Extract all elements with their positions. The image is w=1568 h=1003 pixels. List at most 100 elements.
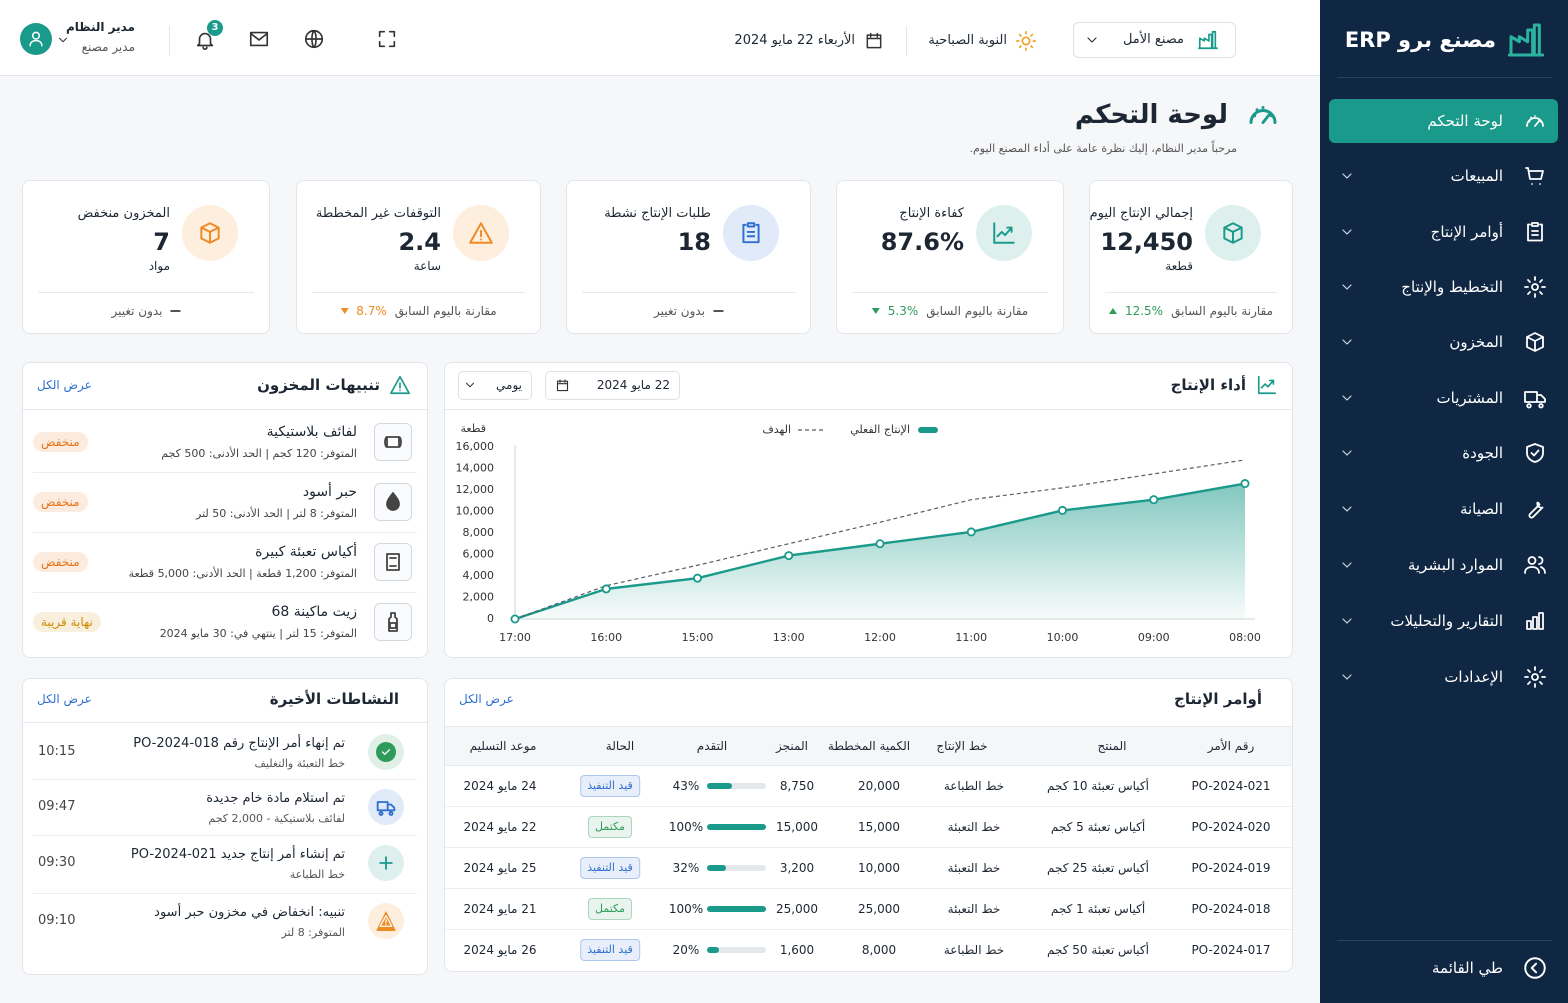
activities-panel xyxy=(22,678,428,975)
x-tick-label: 17:00 xyxy=(499,631,531,644)
menu-item[interactable]: أوامر الإنتاج xyxy=(1430,223,1503,241)
view-all-link[interactable]: عرض الكل xyxy=(37,692,92,706)
icon-part xyxy=(1342,562,1352,568)
y-tick-label: 6,000 xyxy=(463,548,495,561)
icon-part xyxy=(381,749,391,755)
menu-item[interactable]: التقارير والتحليلات xyxy=(1390,612,1503,630)
icon-part xyxy=(1524,666,1546,688)
icon-part xyxy=(1526,332,1544,352)
language-btn[interactable] xyxy=(303,28,325,50)
icon-part xyxy=(1342,284,1352,290)
x-tick-label: 15:00 xyxy=(682,631,714,644)
factory-select[interactable] xyxy=(1073,22,1236,58)
factory-chevron xyxy=(1084,32,1100,48)
menu-item[interactable]: المبيعات xyxy=(1450,167,1503,185)
kpi-title: إجمالي الإنتاج اليوم xyxy=(1089,206,1193,221)
icon-part xyxy=(556,378,568,391)
icon-part xyxy=(304,29,324,49)
collapse-icon[interactable] xyxy=(1522,955,1548,981)
menu-icon xyxy=(1523,386,1547,410)
item-detail: المتوفر: 120 كجم | الحد الأدنى: 500 كجم xyxy=(161,447,357,460)
icon-part xyxy=(58,37,68,43)
kpi-title: التوقفات غير المخططة xyxy=(315,206,441,221)
menu-chevron[interactable] xyxy=(1339,669,1355,685)
order-progress: 20% xyxy=(672,943,700,957)
icon-part xyxy=(379,915,393,927)
menu-chevron[interactable] xyxy=(1339,168,1355,184)
icon-part xyxy=(1527,222,1543,242)
menu-chevron[interactable] xyxy=(1339,445,1355,461)
order-product: أكياس تعبئة 1 كجم xyxy=(1050,902,1146,916)
collapse-menu[interactable]: طي القائمة xyxy=(1432,959,1503,977)
header-date: الأربعاء 22 مايو 2024 xyxy=(734,33,855,48)
period-select[interactable] xyxy=(458,371,532,400)
icon-part xyxy=(1342,506,1352,512)
user-chevron[interactable] xyxy=(56,33,70,47)
order-due: 25 مايو 2024 xyxy=(463,861,537,875)
menu-chevron[interactable] xyxy=(1339,279,1355,295)
menu-chevron[interactable] xyxy=(1339,334,1355,350)
icon-part xyxy=(1257,375,1277,395)
order-progress: 100% xyxy=(668,820,704,834)
menu-chevron[interactable] xyxy=(1339,224,1355,240)
activity-time: 09:47 xyxy=(38,799,76,814)
menu-item[interactable]: الجودة xyxy=(1462,444,1503,462)
icon-part xyxy=(384,436,402,448)
menu-icon xyxy=(1523,553,1547,577)
notifications-btn[interactable] xyxy=(194,29,216,51)
actual-point xyxy=(1240,479,1250,489)
activity-icon xyxy=(379,914,393,928)
kpi-title: كفاءة الإنتاج xyxy=(899,206,964,221)
shift: النوبة الصباحية xyxy=(928,33,1007,48)
progress-track xyxy=(707,947,766,953)
order-status: مكتمل xyxy=(588,816,632,838)
kpi-footer: مقارنة باليوم السابق 12.5% xyxy=(1108,302,1274,320)
view-all-link[interactable]: عرض الكل xyxy=(37,378,92,392)
activity-sub: خط التعبئة والتغليف xyxy=(254,757,346,770)
menu-chevron[interactable] xyxy=(1339,390,1355,406)
icon-part xyxy=(1342,450,1352,456)
menu-chevron[interactable] xyxy=(1339,557,1355,573)
menu-icon xyxy=(1523,220,1547,244)
avatar-icon xyxy=(26,29,46,49)
menu-chevron[interactable] xyxy=(1339,613,1355,629)
icon-part xyxy=(1342,506,1352,512)
kpi-divider xyxy=(1105,292,1277,293)
order-done: 15,000 xyxy=(776,820,818,834)
menu-chevron[interactable] xyxy=(1339,501,1355,517)
date-picker[interactable] xyxy=(545,371,680,400)
column-header: الحالة xyxy=(605,739,635,753)
menu-item[interactable]: الإعدادات xyxy=(1444,668,1503,686)
menu-item[interactable]: المخزون xyxy=(1449,333,1503,351)
icon-part xyxy=(390,375,410,395)
fullscreen-btn[interactable] xyxy=(376,28,398,50)
chart-period: يومي xyxy=(496,378,522,392)
order-planned: 20,000 xyxy=(858,779,900,793)
no-change-dash xyxy=(170,310,181,312)
order-due: 21 مايو 2024 xyxy=(463,902,537,916)
kpi-icon xyxy=(991,220,1017,246)
trend-arrow xyxy=(1108,308,1117,314)
header-divider xyxy=(169,26,170,56)
trend-arrow xyxy=(340,308,349,314)
user-role: مدير مصنع xyxy=(81,40,135,54)
actual-point xyxy=(784,551,794,561)
icon-part xyxy=(993,222,1015,244)
menu-item[interactable]: التخطيط والإنتاج xyxy=(1401,278,1503,296)
row-divider xyxy=(33,472,417,473)
view-all-link[interactable]: عرض الكل xyxy=(459,692,514,706)
order-line: خط الطباعة xyxy=(943,943,1005,957)
kpi-compare: مقارنة باليوم السابق xyxy=(1171,304,1274,318)
menu-item[interactable]: المشتريات xyxy=(1436,389,1503,407)
menu-item[interactable]: لوحة التحكم xyxy=(1427,112,1503,130)
y-tick-label: 16,000 xyxy=(456,440,495,453)
kpi-change: 5.3% xyxy=(887,304,919,318)
activity-icon-bg xyxy=(368,789,404,825)
kpi-compare: مقارنة باليوم السابق xyxy=(394,304,497,318)
messages-btn[interactable] xyxy=(248,28,270,50)
menu-item[interactable]: الصيانة xyxy=(1459,500,1503,518)
item-icon xyxy=(381,550,405,574)
menu-item[interactable]: الموارد البشرية xyxy=(1407,556,1503,574)
kpi-icon-bg xyxy=(723,205,779,261)
item-icon-box xyxy=(374,423,412,461)
